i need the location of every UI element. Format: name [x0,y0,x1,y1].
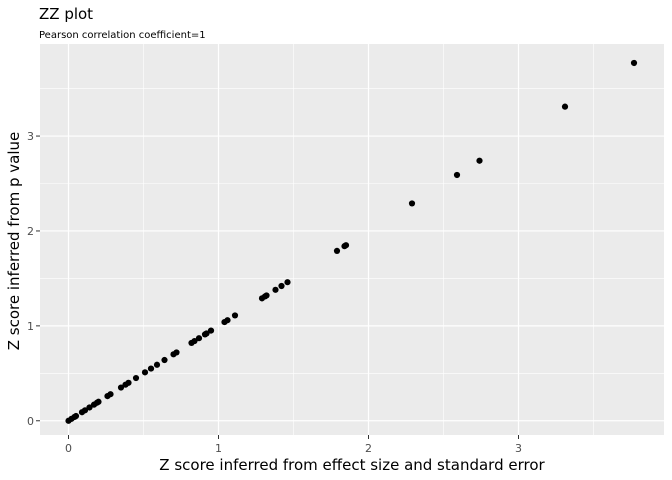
scatter-point [95,398,102,405]
scatter-point [203,330,210,337]
scatter-point [161,356,168,364]
scatter-point [195,335,203,342]
scatter-point [191,337,198,345]
scatter-point [132,374,140,382]
scatter-points [65,59,638,424]
scatter-point [224,317,231,324]
y-tick-label: 3 [27,130,34,143]
scatter-point [107,391,114,398]
scatter-point [141,369,149,376]
scatter-point [231,312,239,319]
scatter-point [284,279,291,286]
scatter-point [72,412,80,420]
y-tick-label: 1 [27,320,34,333]
minor-gridlines [40,44,664,435]
y-tick-label: 2 [27,225,34,238]
x-tick-label: 3 [515,442,522,455]
scatter-point [630,59,638,67]
scatter-point [125,379,132,386]
scatter-point [272,286,279,293]
scatter-point [278,282,285,290]
major-gridlines [40,44,664,435]
scatter-point [476,157,483,164]
scatter-point [153,361,161,368]
x-axis-title: Z score inferred from effect size and st… [159,456,545,474]
scatter-point [81,407,89,414]
scatter-point [173,349,180,356]
scatter-point [408,200,416,207]
scatter-point [207,327,215,334]
scatter-point [263,292,270,299]
x-axis: 0 1 2 3 [65,435,522,455]
y-axis-title: Z score inferred from p value [5,132,23,351]
chart-title: ZZ plot [39,5,93,23]
y-tick-label: 0 [27,415,34,428]
x-tick-label: 1 [215,442,222,455]
x-tick-label: 2 [365,442,372,455]
scatter-point [117,384,125,391]
scatter-point [561,103,569,110]
scatter-point [147,365,155,372]
y-axis: 0 1 2 3 [27,130,40,428]
scatter-point [333,247,341,254]
x-tick-label: 0 [65,442,72,455]
scatter-point [86,404,93,411]
scatter-point [342,242,350,249]
chart-subtitle: Pearson correlation coefficient=1 [39,30,206,41]
scatter-point [453,171,461,179]
